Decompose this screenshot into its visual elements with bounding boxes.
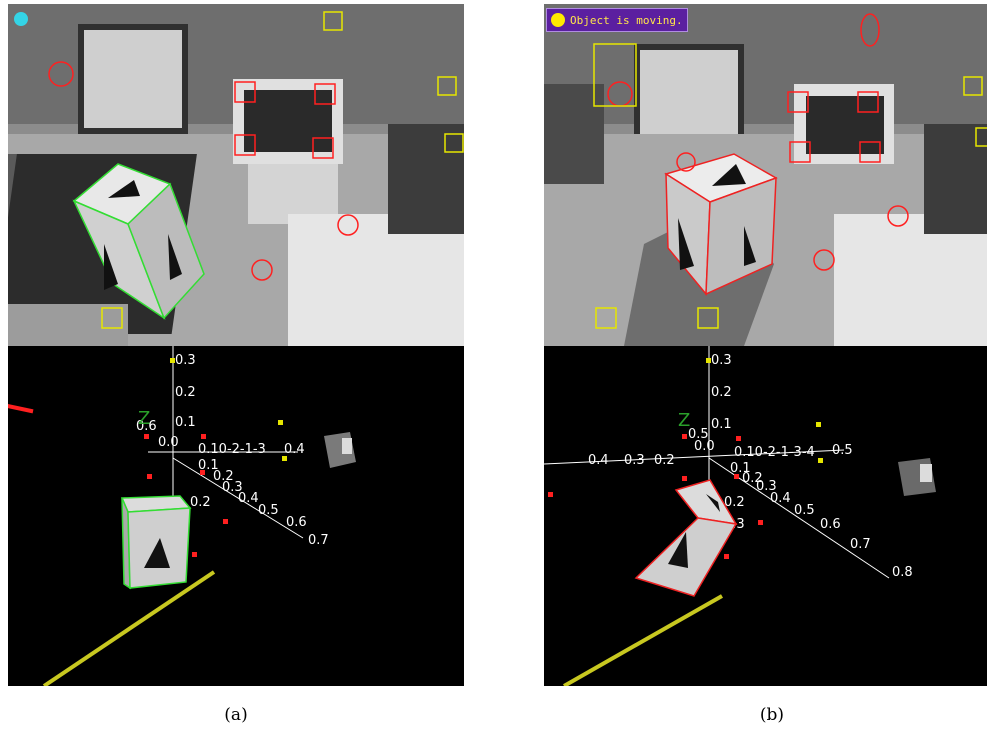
candidate-markers-a xyxy=(101,11,464,329)
z-tick-label: 0.2 xyxy=(213,469,234,484)
z-tick-label: 0.7 xyxy=(308,533,329,548)
scene-3d-a: 0.3 0.2 0.1 0.2 0.1 0.2 0.3 0.4 0.5 0.6 … xyxy=(8,346,356,686)
status-text: Object is moving. xyxy=(570,13,683,27)
z-tick-label: 0.4 xyxy=(238,491,259,506)
x-tick-label: 0.4 xyxy=(588,453,609,468)
tracking-status-banner-b: Object is moving. xyxy=(546,8,688,32)
y-tick-label: 0.2 xyxy=(711,385,732,400)
camera-scene-b xyxy=(544,4,987,346)
panel-b: Object is moving. 0.3 0.2 0.1 0.2 0.3 0.… xyxy=(544,4,987,686)
z-tick-label: 0.2 xyxy=(742,471,763,486)
y-tick-label: 0.1 xyxy=(175,415,196,430)
z-tick-label: 0.1 xyxy=(730,461,751,476)
z-tick-label: 0.7 xyxy=(850,537,871,552)
panel-a: 0.3 0.2 0.1 0.2 0.1 0.2 0.3 0.4 0.5 0.6 … xyxy=(8,4,464,686)
camera-scene-a xyxy=(8,4,464,346)
x-tick-label: 0.10-2-1-3 xyxy=(198,442,266,457)
x-tick-label: 0.4 xyxy=(284,442,305,457)
camera-view-a xyxy=(8,4,464,346)
y-tick-label: 0.2 xyxy=(175,385,196,400)
z-tick-label: 0.3 xyxy=(222,480,243,495)
z-tick-label: 0.5 xyxy=(258,503,279,518)
feature-markers-b xyxy=(607,13,909,271)
caption-b: (b) xyxy=(759,705,785,725)
cluster-label: 0.0 xyxy=(158,435,179,450)
origin-z-label: Z xyxy=(678,410,690,431)
status-dot-icon xyxy=(551,13,565,27)
origin-z-label: Z xyxy=(138,408,150,429)
feature-markers-a xyxy=(48,61,359,281)
tracking-status-indicator-a xyxy=(14,12,28,26)
candidate-markers-b xyxy=(593,43,987,329)
y-tick-label: 0.2 xyxy=(724,495,745,510)
x-tick-label: 0.3 xyxy=(624,453,645,468)
y-tick-label: 0.3 xyxy=(711,353,732,368)
y-tick-label: 0.1 xyxy=(711,417,732,432)
z-tick-label: 0.1 xyxy=(198,458,219,473)
scene-view-b: 0.3 0.2 0.1 0.2 0.3 0.4 0.3 0.2 0.10-2-1… xyxy=(544,346,987,686)
cluster-label: 0.0 xyxy=(694,439,715,454)
z-tick-label: 0.3 xyxy=(756,479,777,494)
z-tick-label: 0.4 xyxy=(770,491,791,506)
tracked-cube-b xyxy=(664,153,778,296)
z-tick-label: 0.5 xyxy=(794,503,815,518)
z-tick-label: 0.8 xyxy=(892,565,913,580)
camera-view-b: Object is moving. xyxy=(544,4,987,346)
cluster-label: 0.6 xyxy=(136,419,157,434)
z-tick-label: 0.6 xyxy=(286,515,307,530)
x-tick-label: 0.10-2-1-3-4 xyxy=(734,445,815,460)
scene-view-a: 0.3 0.2 0.1 0.2 0.1 0.2 0.3 0.4 0.5 0.6 … xyxy=(8,346,464,686)
caption-a: (a) xyxy=(224,705,248,725)
x-tick-label: 0.2 xyxy=(654,453,675,468)
cluster-label: 0.5 xyxy=(688,427,709,442)
x-tick-label: 0.5 xyxy=(832,443,853,458)
tracked-cube-a xyxy=(72,163,205,320)
z-tick-label: 0.6 xyxy=(820,517,841,532)
scene-3d-b: 0.3 0.2 0.1 0.2 0.3 0.4 0.3 0.2 0.10-2-1… xyxy=(544,346,936,686)
y-tick-label: 0.2 xyxy=(190,495,211,510)
y-tick-label: 0.3 xyxy=(175,353,196,368)
